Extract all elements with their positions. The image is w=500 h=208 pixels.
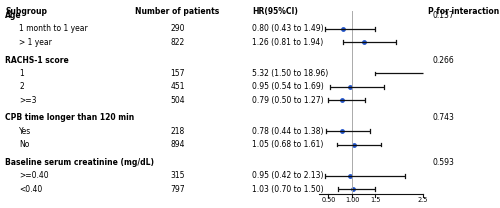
Text: Number of patients: Number of patients xyxy=(136,7,220,16)
Text: 5.32 (1.50 to 18.96): 5.32 (1.50 to 18.96) xyxy=(252,69,329,78)
Text: > 1 year: > 1 year xyxy=(19,38,52,47)
Text: 0.743: 0.743 xyxy=(432,113,454,122)
Text: 218: 218 xyxy=(170,127,184,136)
Text: 1.05 (0.68 to 1.61): 1.05 (0.68 to 1.61) xyxy=(252,140,324,149)
Text: 0.95 (0.54 to 1.69): 0.95 (0.54 to 1.69) xyxy=(252,82,324,91)
Text: 290: 290 xyxy=(170,25,185,33)
Text: Age: Age xyxy=(5,11,21,20)
Text: 0.79 (0.50 to 1.27): 0.79 (0.50 to 1.27) xyxy=(252,96,324,105)
Text: 451: 451 xyxy=(170,82,185,91)
Text: 0.95 (0.42 to 2.13): 0.95 (0.42 to 2.13) xyxy=(252,171,324,180)
Text: HR(95%CI): HR(95%CI) xyxy=(252,7,298,16)
Text: 1: 1 xyxy=(19,69,24,78)
Text: 0.593: 0.593 xyxy=(432,158,454,167)
Text: Yes: Yes xyxy=(19,127,31,136)
Text: 1.5: 1.5 xyxy=(370,197,380,203)
Text: 0.80 (0.43 to 1.49): 0.80 (0.43 to 1.49) xyxy=(252,25,324,33)
Text: 0.137: 0.137 xyxy=(432,11,454,20)
Text: >=0.40: >=0.40 xyxy=(19,171,48,180)
Text: 157: 157 xyxy=(170,69,185,78)
Text: 797: 797 xyxy=(170,184,185,194)
Text: 1.26 (0.81 to 1.94): 1.26 (0.81 to 1.94) xyxy=(252,38,324,47)
Text: 2.5: 2.5 xyxy=(418,197,428,203)
Text: CPB time longer than 120 min: CPB time longer than 120 min xyxy=(5,113,134,122)
Text: 2: 2 xyxy=(19,82,24,91)
Text: 0.78 (0.44 to 1.38): 0.78 (0.44 to 1.38) xyxy=(252,127,324,136)
Text: 1.03 (0.70 to 1.50): 1.03 (0.70 to 1.50) xyxy=(252,184,324,194)
Text: Baseline serum creatinine (mg/dL): Baseline serum creatinine (mg/dL) xyxy=(5,158,154,167)
Text: RACHS-1 score: RACHS-1 score xyxy=(5,56,69,65)
Text: <0.40: <0.40 xyxy=(19,184,42,194)
Text: 0.50: 0.50 xyxy=(322,197,336,203)
Text: 894: 894 xyxy=(170,140,185,149)
Text: 315: 315 xyxy=(170,171,185,180)
Text: No: No xyxy=(19,140,30,149)
Text: 1.00: 1.00 xyxy=(345,197,359,203)
Text: >=3: >=3 xyxy=(19,96,36,105)
Text: 822: 822 xyxy=(170,38,184,47)
Text: P for interaction: P for interaction xyxy=(428,7,499,16)
Text: 0.266: 0.266 xyxy=(432,56,454,65)
Text: 1 month to 1 year: 1 month to 1 year xyxy=(19,25,88,33)
Text: Subgroup: Subgroup xyxy=(5,7,47,16)
Text: 504: 504 xyxy=(170,96,185,105)
